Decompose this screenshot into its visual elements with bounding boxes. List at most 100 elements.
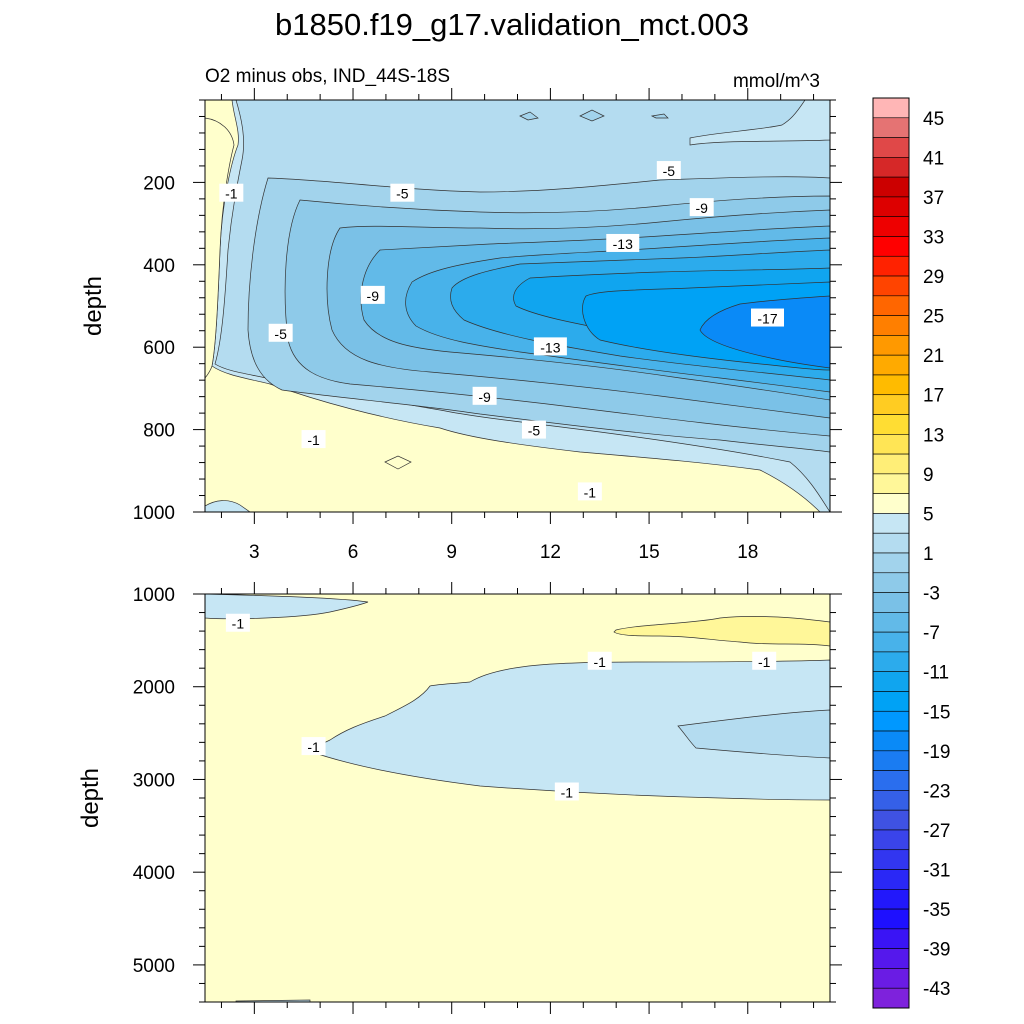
top-y-axis: 200 400 600 800 1000: [133, 99, 842, 524]
colorbar-swatch: [872, 908, 910, 930]
top-x-tick-label: 12: [540, 542, 561, 563]
bottom-region-deep-minus3: [677, 709, 830, 759]
contour-label-text: -5: [396, 186, 409, 202]
y-tick-label: 400: [143, 256, 175, 277]
y-tick-label: 5000: [133, 956, 175, 977]
bottom-region-positive-lens: [613, 616, 830, 647]
colorbar-label: 25: [923, 307, 944, 328]
top-region-surface-speck1: [519, 111, 539, 121]
top-y-axis-label: depth: [80, 276, 107, 336]
colorbar-swatch: [872, 631, 910, 653]
y-tick-label: 4000: [133, 863, 175, 884]
top-x-tick-label: 18: [737, 542, 758, 563]
contour-label-text: -1: [307, 739, 320, 755]
top-region-surface-speck2: [579, 109, 605, 122]
colorbar-label: -31: [923, 861, 950, 882]
colorbar-swatch: [872, 987, 910, 1009]
colorbar-swatch: [872, 137, 910, 158]
colorbar-swatch: [872, 216, 910, 237]
contour-label-text: -1: [758, 654, 771, 670]
colorbar-swatch: [872, 592, 910, 613]
colorbar-label: -23: [923, 781, 950, 802]
colorbar-swatch: [872, 612, 910, 633]
colorbar-swatch: [872, 236, 910, 257]
top-contour-labels: -1 -5 -5 -9 -13 -9 -17 -5 -13 -9 -5 -1 -1: [219, 161, 784, 501]
top-x-tick-label: 9: [446, 542, 457, 563]
top-x-tick-label: 15: [639, 542, 660, 563]
colorbar-swatch: [872, 374, 910, 396]
y-tick-label: 3000: [133, 770, 175, 791]
colorbar-label: -15: [923, 702, 950, 723]
colorbar-swatch: [872, 770, 910, 791]
contour-label: -9: [472, 386, 497, 405]
contour-label-text: -9: [367, 288, 380, 304]
colorbar-swatch: [872, 473, 910, 494]
contour-label: -1: [587, 651, 612, 670]
y-tick-label: 600: [143, 338, 175, 359]
bottom-contour-labels: -1 -1 -1 -1 -1: [225, 613, 777, 801]
contour-label: -9: [689, 198, 714, 217]
contour-label: -5: [656, 161, 681, 180]
colorbar-label: 33: [923, 227, 944, 248]
top-region-bottom-intrusion: [384, 455, 412, 470]
top-region-left-strip: [205, 100, 235, 512]
colorbar-swatch: [872, 889, 910, 910]
colorbar-swatch: [872, 552, 910, 574]
contour-label: -1: [752, 651, 777, 670]
colorbar-swatch: [872, 691, 910, 712]
colorbar-swatch: [872, 948, 910, 969]
colorbar-swatch: [872, 532, 910, 554]
colorbar-swatch: [872, 157, 910, 178]
colorbar-swatch: [872, 651, 910, 672]
colorbar-swatch: [872, 849, 910, 870]
contour-label: -5: [268, 323, 293, 342]
colorbar-swatch: [872, 196, 910, 217]
colorbar-swatch: [872, 513, 910, 534]
bottom-contour-fills: [205, 594, 830, 1002]
contour-label-text: -9: [478, 389, 491, 405]
colorbar-swatch: [872, 869, 910, 890]
contour-label-text: -17: [757, 311, 777, 327]
contour-label: -1: [301, 430, 326, 449]
top-region-blob-bottom-left: [205, 500, 251, 512]
top-region-minus21: [699, 295, 830, 369]
colorbar-label: 45: [923, 109, 944, 130]
top-x-tick-label: 3: [249, 542, 260, 563]
colorbar-swatch: [872, 453, 910, 475]
contour-label: -1: [301, 737, 326, 756]
contour-label-text: -1: [594, 654, 607, 670]
contour-label: -13: [533, 337, 567, 356]
contour-label: -13: [606, 233, 640, 252]
bottom-panel: -1 -1 -1 -1 -1 1000 2000 3000 4000 5000 depth: [77, 582, 842, 1014]
contour-label: -17: [751, 308, 784, 327]
contour-label-text: -13: [540, 339, 560, 355]
contour-label-text: -1: [225, 186, 238, 202]
contour-label: -5: [390, 183, 415, 202]
contour-label-text: -5: [528, 423, 541, 439]
contour-label: -1: [577, 482, 602, 501]
top-region-surface-lens: [689, 100, 830, 146]
colorbar-label: -39: [923, 940, 950, 961]
colorbar-label: 29: [923, 267, 944, 288]
contour-label-text: -1: [307, 432, 320, 448]
contour-label: -9: [360, 285, 385, 304]
colorbar-label: 17: [923, 386, 944, 407]
colorbar-label: -27: [923, 821, 950, 842]
colorbar-swatch: [872, 790, 910, 811]
contour-label: -1: [225, 613, 250, 632]
contour-label-text: -5: [663, 163, 676, 179]
colorbar-swatch: [872, 493, 910, 514]
colorbar-label: 1: [923, 544, 934, 565]
colorbar-swatch: [872, 809, 910, 831]
colorbar-swatch: [872, 176, 910, 198]
colorbar-swatch: [872, 414, 910, 435]
y-tick-label: 1000: [133, 503, 175, 524]
colorbar-swatch: [872, 671, 910, 692]
top-region-surface-speck3: [650, 113, 669, 119]
bottom-y-axis: 1000 2000 3000 4000 5000: [133, 585, 842, 1003]
colorbar-label: 5: [923, 504, 934, 525]
contour-label: -1: [554, 782, 579, 801]
colorbar-label: -11: [923, 663, 949, 684]
colorbar-label: 9: [923, 465, 934, 486]
colorbar-swatch: [872, 335, 910, 356]
